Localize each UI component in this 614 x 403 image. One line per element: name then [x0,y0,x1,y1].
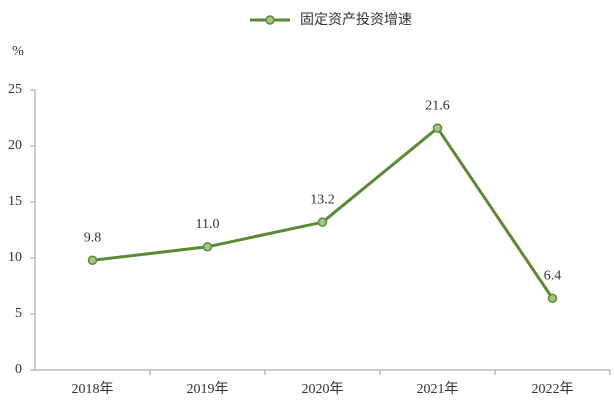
y-tick-label: 0 [15,362,22,377]
data-point [317,217,328,227]
data-label: 11.0 [196,217,220,232]
data-label: 9.8 [84,230,102,245]
y-tick-label: 10 [8,250,22,265]
data-label: 6.4 [544,269,562,284]
x-tick-label: 2018年 [72,381,114,397]
y-tick-label: 5 [15,306,22,321]
x-tick-label: 2021年 [417,381,459,397]
series-line [92,126,554,300]
x-tick-label: 2019年 [187,381,229,397]
data-point [547,293,558,304]
data-point [87,255,98,265]
y-tick-label: 15 [8,194,22,209]
legend-marker [265,15,275,25]
data-label: 21.6 [425,98,450,113]
data-point [432,123,443,133]
y-axis-label: % [12,44,24,59]
legend-label: 固定资产投资增速 [300,12,412,28]
x-tick-label: 2020年 [302,381,344,397]
y-tick-label: 25 [8,82,22,97]
y-tick-label: 20 [8,138,22,153]
data-point [202,242,213,252]
data-label: 13.2 [310,192,335,207]
x-tick-label: 2022年 [532,381,574,397]
